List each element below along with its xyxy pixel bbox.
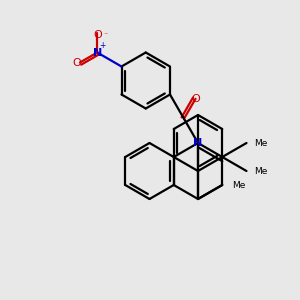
Text: N: N [194, 138, 202, 148]
Text: N: N [93, 47, 102, 58]
Text: O: O [73, 58, 81, 68]
Text: O: O [191, 94, 200, 104]
Text: ⁻: ⁻ [103, 30, 107, 39]
Text: Me: Me [254, 167, 268, 176]
Text: Me: Me [232, 181, 246, 190]
Text: O: O [93, 29, 102, 40]
Text: +: + [99, 41, 105, 50]
Text: Me: Me [254, 139, 268, 148]
